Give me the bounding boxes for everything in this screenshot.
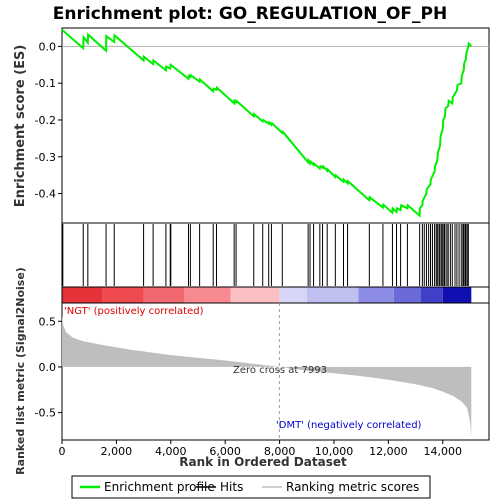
legend-label: Ranking metric scores xyxy=(286,480,419,494)
x-tick-label: 10,000 xyxy=(315,445,354,458)
hits-panel-frame xyxy=(61,222,490,288)
metric-y-tick-label: 0.0 xyxy=(39,361,57,374)
x-tick-label: 2,000 xyxy=(101,445,133,458)
x-tick-label: 14,000 xyxy=(424,445,463,458)
heatbar-band xyxy=(442,287,472,303)
es-y-tick-label: -0.1 xyxy=(35,77,56,90)
enrichment-profile-line xyxy=(61,29,473,218)
x-axis-label: Rank in Ordered Dataset xyxy=(179,455,347,469)
heatbar-band xyxy=(421,287,443,303)
heatbar-band xyxy=(393,287,422,303)
metric-panel-frame xyxy=(61,302,490,441)
heatbar-band xyxy=(143,287,185,303)
legend-label: Enrichment profile xyxy=(104,480,215,494)
heatbar-band xyxy=(306,287,359,303)
ngt-label: 'NGT' (positively correlated) xyxy=(64,306,204,317)
es-y-axis: 0.0 -0.1 -0.2 -0.3 -0.4 xyxy=(35,40,62,201)
x-tick-label: 0 xyxy=(59,445,66,458)
es-y-tick-label: -0.4 xyxy=(35,188,56,201)
legend-box xyxy=(71,475,431,499)
chart-title: Enrichment plot: GO_REGULATION_OF_PH xyxy=(53,4,447,24)
heatbar-band xyxy=(230,287,280,303)
heatbar-band xyxy=(102,287,144,303)
ranking-heatbar xyxy=(62,287,472,303)
heatbar-band xyxy=(279,287,307,303)
metric-y-axis-label: Ranked list metric (Signal2Noise) xyxy=(14,267,27,475)
metric-y-tick-label: -0.5 xyxy=(35,407,56,420)
x-tick-label: 6,000 xyxy=(209,445,241,458)
legend: Enrichment profile Hits Ranking metric sco… xyxy=(80,480,419,494)
es-y-tick-label: -0.2 xyxy=(35,114,56,127)
es-y-axis-label: Enrichment score (ES) xyxy=(13,45,28,208)
x-tick-label: 8,000 xyxy=(264,445,296,458)
x-axis: 0 2,000 4,000 6,000 8,000 10,000 12,000 14,000 xyxy=(59,440,463,458)
legend-label: Hits xyxy=(220,480,243,494)
zero-cross-label: Zero cross at 7993 xyxy=(233,365,327,376)
heatbar-band xyxy=(184,287,231,303)
x-tick-label: 12,000 xyxy=(369,445,408,458)
es-y-tick-label: 0.0 xyxy=(39,40,57,53)
metric-y-axis: 0.5 0.0 -0.5 xyxy=(35,315,62,420)
ranking-metric-area xyxy=(62,315,472,437)
dmt-label: 'DMT' (negatively correlated) xyxy=(276,420,422,431)
heatbar-band xyxy=(62,287,103,303)
metric-y-tick-label: 0.5 xyxy=(39,315,57,328)
x-tick-label: 4,000 xyxy=(155,445,187,458)
hit-markers xyxy=(62,224,469,286)
es-y-tick-label: -0.3 xyxy=(35,151,56,164)
heatbar-band xyxy=(358,287,394,303)
